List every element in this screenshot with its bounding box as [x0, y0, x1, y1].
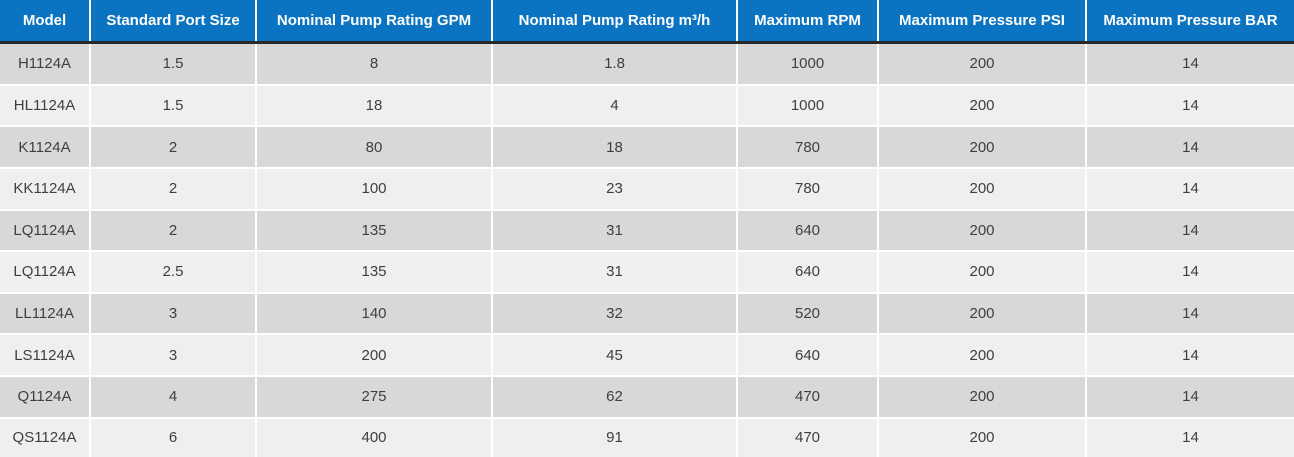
- value-cell: 1.5: [90, 84, 257, 128]
- model-cell: HL1124A: [0, 84, 91, 128]
- model-cell: QS1124A: [0, 417, 91, 457]
- value-cell: 200: [878, 42, 1087, 86]
- value-cell: 640: [737, 209, 879, 253]
- value-cell: 14: [1086, 84, 1294, 128]
- value-cell: 31: [492, 251, 738, 294]
- value-cell: 200: [256, 334, 493, 377]
- column-header: Maximum Pressure PSI: [878, 0, 1087, 44]
- value-cell: 80: [256, 126, 493, 169]
- value-cell: 6: [90, 417, 257, 457]
- value-cell: 14: [1086, 42, 1294, 86]
- column-header: Maximum RPM: [737, 0, 879, 44]
- model-cell: LL1124A: [0, 292, 91, 336]
- value-cell: 140: [256, 292, 493, 336]
- value-cell: 135: [256, 251, 493, 294]
- value-cell: 200: [878, 209, 1087, 253]
- value-cell: 100: [256, 167, 493, 211]
- model-cell: LQ1124A: [0, 209, 91, 253]
- value-cell: 3: [90, 292, 257, 336]
- value-cell: 3: [90, 334, 257, 377]
- model-cell: Q1124A: [0, 375, 91, 419]
- value-cell: 640: [737, 334, 879, 377]
- value-cell: 400: [256, 417, 493, 457]
- value-cell: 200: [878, 417, 1087, 457]
- table-row: H1124A 1.5 8 1.8 1000 200 14: [0, 42, 1294, 86]
- column-header: Maximum Pressure BAR: [1086, 0, 1294, 44]
- value-cell: 2: [90, 126, 257, 169]
- value-cell: 32: [492, 292, 738, 336]
- table-row: K1124A 2 80 18 780 200 14: [0, 126, 1294, 169]
- value-cell: 14: [1086, 251, 1294, 294]
- value-cell: 14: [1086, 167, 1294, 211]
- value-cell: 470: [737, 417, 879, 457]
- value-cell: 135: [256, 209, 493, 253]
- value-cell: 23: [492, 167, 738, 211]
- value-cell: 45: [492, 334, 738, 377]
- model-cell: LQ1124A: [0, 251, 91, 294]
- value-cell: 14: [1086, 126, 1294, 169]
- value-cell: 4: [90, 375, 257, 419]
- value-cell: 520: [737, 292, 879, 336]
- value-cell: 1000: [737, 84, 879, 128]
- model-cell: H1124A: [0, 42, 91, 86]
- value-cell: 2.5: [90, 251, 257, 294]
- value-cell: 275: [256, 375, 493, 419]
- value-cell: 780: [737, 126, 879, 169]
- column-header: Standard Port Size: [90, 0, 257, 44]
- value-cell: 14: [1086, 417, 1294, 457]
- table-row: LS1124A 3 200 45 640 200 14: [0, 334, 1294, 377]
- table-row: LQ1124A 2 135 31 640 200 14: [0, 209, 1294, 253]
- value-cell: 1.8: [492, 42, 738, 86]
- table-header: Model Standard Port Size Nominal Pump Rati…: [0, 0, 1294, 44]
- table-row: LL1124A 3 140 32 520 200 14: [0, 292, 1294, 336]
- value-cell: 200: [878, 375, 1087, 419]
- table-body: H1124A 1.5 8 1.8 1000 200 14 HL1124A 1.5 18 4 1000 2…: [0, 42, 1294, 457]
- model-cell: KK1124A: [0, 167, 91, 211]
- value-cell: 200: [878, 292, 1087, 336]
- value-cell: 14: [1086, 292, 1294, 336]
- table-row: LQ1124A 2.5 135 31 640 200 14: [0, 251, 1294, 294]
- value-cell: 62: [492, 375, 738, 419]
- value-cell: 200: [878, 334, 1087, 377]
- model-cell: K1124A: [0, 126, 91, 169]
- model-cell: LS1124A: [0, 334, 91, 377]
- table-row: Q1124A 4 275 62 470 200 14: [0, 375, 1294, 419]
- value-cell: 2: [90, 167, 257, 211]
- table-row: HL1124A 1.5 18 4 1000 200 14: [0, 84, 1294, 128]
- value-cell: 4: [492, 84, 738, 128]
- table-row: QS1124A 6 400 91 470 200 14: [0, 417, 1294, 457]
- value-cell: 14: [1086, 375, 1294, 419]
- value-cell: 640: [737, 251, 879, 294]
- value-cell: 200: [878, 167, 1087, 211]
- column-header: Nominal Pump Rating m³/h: [492, 0, 738, 44]
- value-cell: 200: [878, 251, 1087, 294]
- table-row: KK1124A 2 100 23 780 200 14: [0, 167, 1294, 211]
- value-cell: 14: [1086, 209, 1294, 253]
- value-cell: 1.5: [90, 42, 257, 86]
- value-cell: 200: [878, 84, 1087, 128]
- value-cell: 1000: [737, 42, 879, 86]
- value-cell: 780: [737, 167, 879, 211]
- value-cell: 2: [90, 209, 257, 253]
- header-row: Model Standard Port Size Nominal Pump Rati…: [0, 0, 1294, 44]
- value-cell: 91: [492, 417, 738, 457]
- value-cell: 470: [737, 375, 879, 419]
- column-header: Model: [0, 0, 91, 44]
- value-cell: 31: [492, 209, 738, 253]
- value-cell: 200: [878, 126, 1087, 169]
- value-cell: 18: [256, 84, 493, 128]
- value-cell: 8: [256, 42, 493, 86]
- value-cell: 18: [492, 126, 738, 169]
- value-cell: 14: [1086, 334, 1294, 377]
- column-header: Nominal Pump Rating GPM: [256, 0, 493, 44]
